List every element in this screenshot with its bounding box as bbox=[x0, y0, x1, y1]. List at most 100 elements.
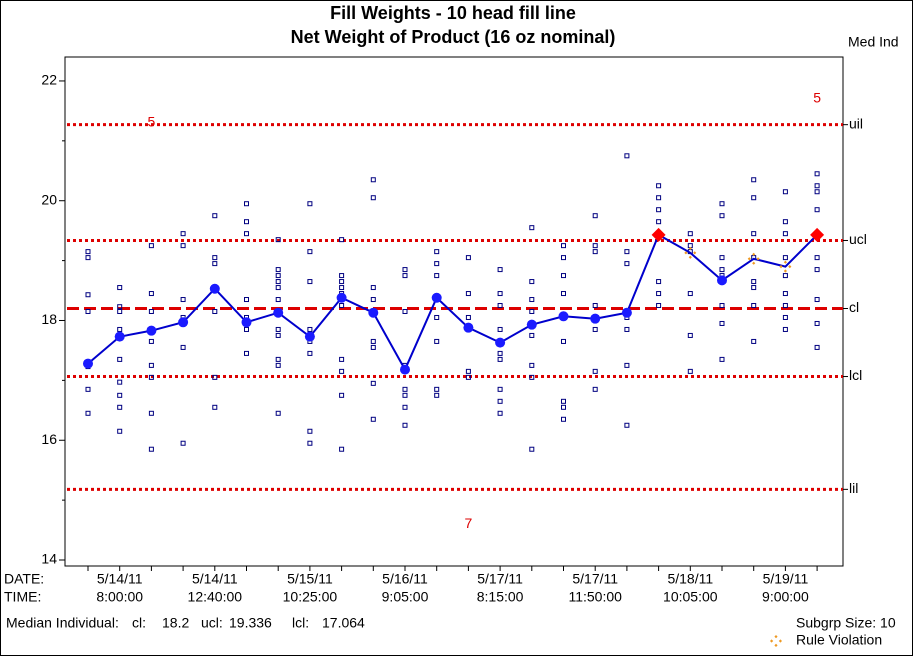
x-time-label: 12:40:00 bbox=[188, 589, 243, 605]
cl-label: cl: bbox=[132, 615, 146, 631]
individual-point bbox=[656, 207, 662, 213]
individual-point bbox=[751, 231, 757, 237]
individual-point bbox=[212, 309, 218, 314]
individual-point bbox=[307, 428, 313, 434]
individual-point bbox=[782, 273, 788, 279]
individual-point bbox=[656, 303, 662, 309]
individual-point bbox=[529, 279, 535, 285]
individual-point bbox=[656, 195, 662, 201]
individual-point bbox=[782, 189, 788, 195]
median-point bbox=[304, 331, 315, 342]
individual-point bbox=[497, 303, 503, 309]
median-point bbox=[273, 307, 284, 318]
individual-point bbox=[148, 374, 154, 380]
individual-point bbox=[148, 338, 154, 344]
median-point bbox=[83, 358, 93, 369]
ucl-label: ucl: bbox=[201, 615, 223, 631]
individual-point bbox=[529, 309, 535, 314]
individual-point bbox=[434, 314, 440, 320]
individual-point bbox=[529, 446, 535, 452]
median-point bbox=[241, 317, 252, 328]
cl-value: 18.2 bbox=[162, 615, 189, 631]
individual-point bbox=[370, 380, 376, 386]
individual-point bbox=[117, 326, 123, 332]
x-date-label: 5/16/11 bbox=[382, 571, 428, 587]
individual-point bbox=[497, 267, 503, 273]
individual-point bbox=[624, 261, 630, 267]
individual-point bbox=[212, 404, 218, 410]
individual-point bbox=[85, 255, 91, 261]
individual-point bbox=[117, 392, 123, 398]
individual-point bbox=[339, 356, 345, 362]
individual-point bbox=[592, 386, 598, 392]
rule-point bbox=[779, 260, 792, 273]
x-date-label: 5/14/11 bbox=[192, 571, 238, 587]
individual-point bbox=[719, 356, 725, 362]
median-point bbox=[209, 283, 220, 294]
individual-point bbox=[275, 267, 281, 273]
individual-point bbox=[751, 303, 757, 309]
individual-point bbox=[465, 374, 471, 380]
individual-point bbox=[275, 326, 281, 332]
individual-point bbox=[497, 356, 503, 362]
limit-label: cl bbox=[849, 299, 859, 315]
limit-label: uil bbox=[849, 115, 863, 131]
x-time-label: 9:00:00 bbox=[762, 589, 809, 605]
x-time-label: 10:25:00 bbox=[283, 589, 338, 605]
individual-point bbox=[782, 303, 788, 309]
median-line bbox=[87, 233, 818, 372]
individual-point bbox=[687, 291, 693, 297]
x-time-label: 10:05:00 bbox=[663, 589, 718, 605]
individual-point bbox=[592, 213, 598, 219]
individual-point bbox=[719, 201, 725, 207]
individual-point bbox=[465, 368, 471, 374]
individual-point bbox=[434, 261, 440, 267]
individual-point bbox=[148, 309, 154, 314]
individual-point bbox=[148, 243, 154, 249]
median-point bbox=[368, 307, 379, 318]
legend-rule-violation: Rule Violation bbox=[796, 632, 882, 648]
median-point bbox=[146, 325, 157, 336]
limit-label: lcl bbox=[849, 367, 862, 383]
individual-point bbox=[117, 285, 123, 291]
individual-point bbox=[339, 273, 345, 279]
individual-point bbox=[339, 285, 345, 291]
individual-point bbox=[814, 183, 820, 189]
individual-point bbox=[656, 219, 662, 225]
annotation: 7 bbox=[465, 515, 473, 531]
chart-subtitle: Net Weight of Product (16 oz nominal) bbox=[291, 27, 616, 47]
individual-point bbox=[339, 279, 345, 285]
individual-point bbox=[465, 314, 471, 320]
individual-point bbox=[370, 416, 376, 422]
individual-point bbox=[307, 326, 313, 332]
lcl-value: 17.064 bbox=[322, 615, 365, 631]
individual-point bbox=[307, 201, 313, 207]
individual-point bbox=[529, 225, 535, 231]
individual-point bbox=[782, 231, 788, 237]
time-label: TIME: bbox=[4, 589, 41, 605]
individual-point bbox=[814, 320, 820, 326]
x-date-label: 5/19/11 bbox=[763, 571, 809, 587]
individual-point bbox=[339, 392, 345, 398]
individual-point bbox=[782, 219, 788, 225]
individual-point bbox=[561, 291, 566, 297]
individual-point bbox=[402, 273, 408, 279]
individual-point bbox=[687, 231, 693, 237]
x-date-label: 5/17/11 bbox=[477, 571, 523, 587]
individual-point bbox=[624, 422, 630, 428]
individual-point bbox=[402, 404, 408, 410]
individual-point bbox=[212, 261, 218, 267]
median-point bbox=[590, 313, 601, 324]
individual-point bbox=[244, 201, 249, 207]
individual-point bbox=[275, 279, 281, 285]
median-point bbox=[400, 364, 410, 375]
individual-point bbox=[212, 255, 218, 261]
individual-point bbox=[497, 386, 503, 392]
individual-point bbox=[244, 297, 249, 303]
individual-point bbox=[719, 267, 725, 273]
individual-point bbox=[402, 267, 408, 273]
individual-point bbox=[212, 374, 218, 380]
individual-point bbox=[180, 440, 186, 446]
individual-point bbox=[370, 344, 376, 350]
